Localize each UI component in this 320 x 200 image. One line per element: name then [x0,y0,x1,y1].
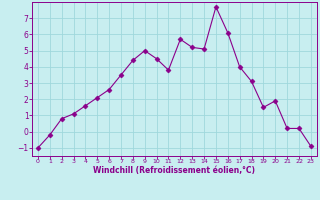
X-axis label: Windchill (Refroidissement éolien,°C): Windchill (Refroidissement éolien,°C) [93,166,255,175]
